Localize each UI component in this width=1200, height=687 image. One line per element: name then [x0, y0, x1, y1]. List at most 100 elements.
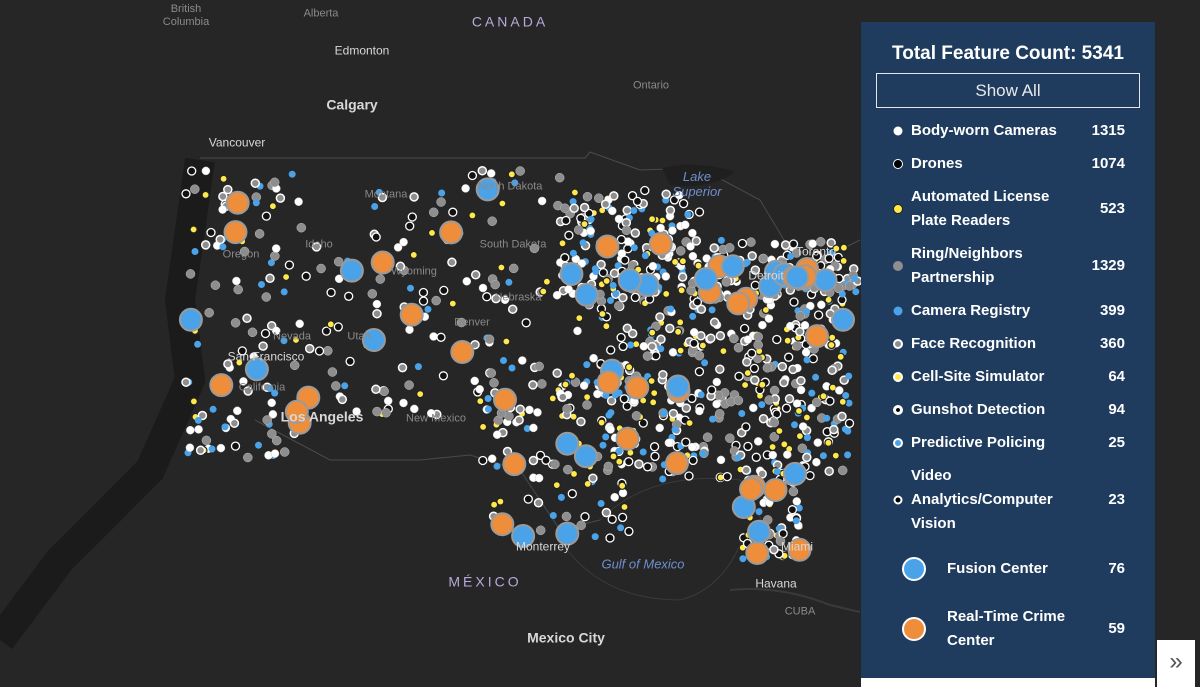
- map-marker: [615, 426, 640, 451]
- map-marker: [614, 301, 624, 311]
- map-marker: [497, 263, 506, 272]
- map-marker: [680, 220, 690, 230]
- map-marker: [721, 277, 732, 287]
- map-marker: [405, 325, 414, 334]
- map-marker: [812, 457, 821, 467]
- map-marker: [787, 505, 798, 515]
- map-marker: [720, 254, 745, 279]
- map-marker: [597, 418, 606, 427]
- map-marker: [232, 276, 241, 286]
- map-marker: [598, 309, 607, 319]
- map-marker: [753, 340, 763, 350]
- map-marker: [694, 261, 703, 270]
- show-all-button[interactable]: Show All: [876, 73, 1140, 108]
- map-marker: [630, 292, 640, 303]
- map-marker: [439, 285, 449, 296]
- map-marker: [787, 252, 795, 260]
- map-marker: [758, 320, 767, 330]
- map-marker: [714, 409, 725, 419]
- map-marker: [477, 165, 488, 176]
- map-marker: [688, 442, 697, 452]
- map-marker: [783, 336, 792, 345]
- map-marker: [647, 376, 656, 386]
- map-marker: [835, 386, 844, 395]
- map-marker: [789, 297, 799, 307]
- map-marker: [601, 507, 612, 518]
- legend-icon: [902, 557, 926, 581]
- map-marker: [753, 437, 763, 446]
- map-marker: [262, 415, 272, 425]
- map-marker: [619, 394, 629, 404]
- map-marker: [275, 193, 286, 203]
- map-marker: [780, 240, 791, 250]
- lake: [662, 164, 735, 187]
- map-marker: [794, 406, 804, 416]
- map-marker: [688, 228, 697, 238]
- map-marker: [712, 399, 721, 409]
- map-marker: [761, 305, 771, 315]
- map-marker: [775, 536, 786, 546]
- map-marker: [726, 291, 751, 316]
- map-marker: [270, 449, 280, 458]
- map-marker: [407, 284, 414, 292]
- map-marker: [749, 363, 760, 374]
- map-marker: [334, 274, 344, 284]
- map-marker: [405, 221, 415, 231]
- map-marker: [493, 462, 501, 470]
- map-marker: [484, 395, 492, 402]
- legend-item: Camera Registry 399: [861, 294, 1155, 327]
- legend-count: 64: [1108, 367, 1125, 385]
- map-marker: [852, 288, 860, 296]
- map-marker: [490, 500, 499, 509]
- map-marker: [508, 364, 516, 372]
- legend-count: 360: [1099, 334, 1125, 352]
- map-marker: [500, 357, 507, 364]
- map-marker: [709, 415, 717, 423]
- map-marker: [223, 220, 248, 245]
- map-marker: [247, 327, 258, 338]
- map-marker: [747, 251, 757, 261]
- map-marker: [734, 371, 744, 381]
- map-marker: [743, 335, 753, 344]
- map-marker: [191, 248, 199, 255]
- map-marker: [618, 488, 628, 498]
- map-marker: [800, 321, 810, 330]
- map-marker: [694, 207, 705, 217]
- map-marker: [624, 526, 634, 537]
- map-marker: [339, 258, 364, 283]
- map-marker: [562, 404, 572, 414]
- map-marker: [218, 205, 227, 214]
- map-marker: [738, 410, 746, 417]
- map-marker: [267, 429, 277, 439]
- map-marker: [252, 199, 260, 207]
- map-marker: [667, 305, 675, 313]
- map-marker: [795, 326, 805, 337]
- legend-icon: [893, 437, 903, 448]
- map-marker: [370, 250, 395, 275]
- map-marker: [239, 246, 250, 257]
- map-marker: [664, 438, 674, 448]
- map-marker: [640, 185, 650, 196]
- collapse-button[interactable]: »: [1157, 640, 1195, 687]
- map-marker: [583, 361, 591, 369]
- map-marker: [802, 413, 812, 422]
- map-marker: [521, 318, 531, 328]
- map-marker: [832, 244, 841, 253]
- map-marker: [487, 454, 497, 463]
- map-marker: [688, 455, 698, 466]
- map-marker: [201, 190, 210, 199]
- map-marker: [327, 367, 338, 377]
- map-marker: [190, 184, 200, 194]
- legend-count: 23: [1108, 490, 1125, 508]
- map-marker: [586, 226, 595, 236]
- map-marker: [486, 169, 496, 178]
- map-marker: [693, 267, 718, 291]
- map-marker: [270, 251, 280, 261]
- map-marker: [621, 225, 632, 236]
- map-marker: [195, 445, 206, 456]
- map-marker: [525, 405, 534, 415]
- map-marker: [239, 377, 248, 386]
- map-marker: [607, 297, 614, 304]
- map-marker: [582, 400, 592, 410]
- map-marker: [409, 192, 419, 202]
